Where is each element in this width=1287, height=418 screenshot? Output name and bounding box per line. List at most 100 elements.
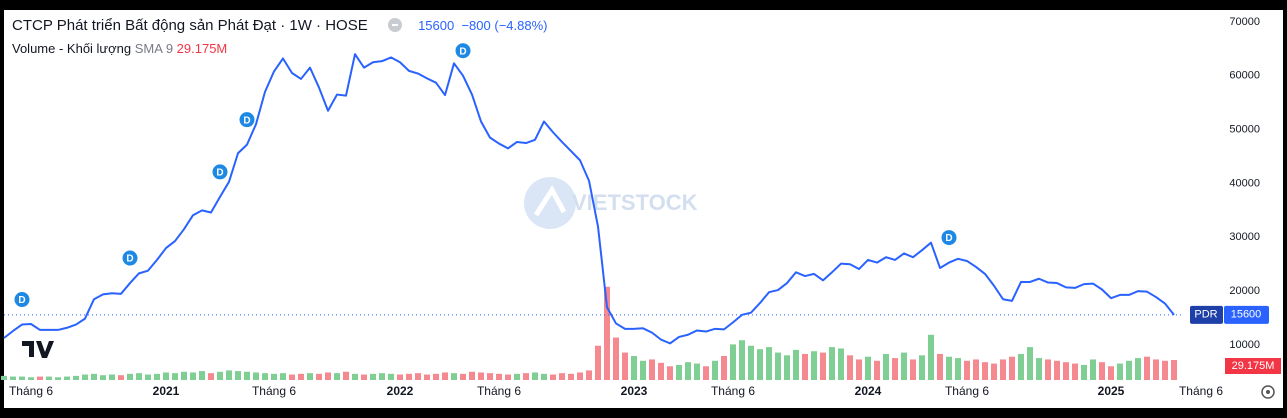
volume-bar	[37, 376, 43, 380]
background	[4, 10, 1283, 408]
volume-bar	[586, 370, 592, 380]
volume-bar	[64, 376, 70, 380]
volume-bar	[946, 356, 952, 380]
volume-bar	[910, 359, 916, 380]
volume-bar	[82, 374, 88, 380]
volume-bar	[865, 356, 871, 380]
y-tick-label: 20000	[1229, 285, 1260, 297]
y-tick-label: 30000	[1229, 231, 1260, 243]
volume-bar	[298, 373, 304, 380]
volume-bar	[793, 349, 799, 380]
hide-button[interactable]	[387, 18, 402, 32]
volume-bar	[712, 360, 718, 380]
volume-bar	[730, 344, 736, 380]
volume-bar	[307, 373, 313, 380]
volume-bar	[838, 348, 844, 380]
x-tick-label: 2022	[387, 384, 414, 398]
header-line-1: CTCP Phát triển Bất động sản Phát Đạt · …	[12, 17, 548, 34]
dividend-marker-label: D	[18, 295, 25, 306]
dividend-marker-label: D	[243, 115, 250, 126]
x-tick-label: 2024	[855, 384, 882, 398]
volume-last: 29.175M	[176, 41, 228, 56]
x-tick-label: Tháng 6	[945, 384, 989, 398]
volume-badge	[1225, 358, 1281, 374]
volume-bar	[739, 340, 745, 380]
dividend-marker	[211, 163, 229, 181]
volume-bar	[451, 373, 457, 380]
x-tick-label: Tháng 6	[477, 384, 521, 398]
volume-bar	[424, 374, 430, 380]
dividend-marker-label: D	[216, 168, 223, 179]
volume-bar	[316, 373, 322, 380]
volume-bar	[640, 360, 646, 380]
price-badge-label: 15600	[1231, 309, 1262, 321]
volume-bar	[235, 371, 241, 380]
price-change-pct: (−4.88%)	[494, 18, 548, 33]
volume-bar	[847, 355, 853, 380]
settings-icon[interactable]	[1261, 385, 1275, 399]
volume-bar	[487, 373, 493, 380]
tv-logo-shape	[22, 341, 54, 358]
volume-bar	[1126, 360, 1132, 380]
chart-title: CTCP Phát triển Bất động sản Phát Đạt · …	[12, 17, 368, 34]
volume-bar	[1081, 364, 1087, 380]
y-tick-label: 50000	[1229, 123, 1260, 135]
volume-bar	[460, 373, 466, 380]
volume-bar	[280, 373, 286, 380]
volume-bar	[604, 286, 610, 380]
volume-bar	[766, 347, 772, 380]
volume-bar	[334, 373, 340, 380]
volume-bar	[415, 373, 421, 380]
volume-bar	[55, 377, 61, 380]
gear-center[interactable]	[1266, 390, 1270, 394]
volume-bar	[685, 362, 691, 380]
volume-indicator: SMA 9	[134, 41, 174, 56]
volume-bar	[91, 373, 97, 380]
volume-bar	[433, 373, 439, 380]
volume-bar	[550, 374, 556, 380]
volume-bar	[820, 352, 826, 380]
volume-bar	[1009, 356, 1015, 380]
x-tick-label: 2025	[1098, 384, 1125, 398]
volume-bar	[523, 373, 529, 380]
volume-bar	[226, 370, 232, 380]
volume-bar	[352, 373, 358, 380]
volume-bar	[658, 362, 664, 380]
volume-bar	[694, 363, 700, 380]
volume-bar	[1036, 358, 1042, 380]
volume-bar	[631, 356, 637, 380]
volume-bar	[325, 372, 331, 380]
volume-bar	[703, 366, 709, 380]
watermark-logo-arrow	[533, 185, 567, 217]
dividend-marker	[940, 229, 958, 247]
volume-bar	[964, 360, 970, 380]
volume-bar	[181, 371, 187, 380]
volume-bar	[73, 375, 79, 380]
volume-bar	[901, 352, 907, 380]
volume-bar	[676, 364, 682, 380]
volume-bar	[217, 371, 223, 380]
volume-bar	[118, 375, 124, 380]
volume-bar	[1, 375, 7, 380]
volume-bar	[1072, 363, 1078, 380]
price-line	[3, 53, 1175, 345]
volume-bar	[10, 376, 16, 380]
volume-bar	[1171, 360, 1177, 380]
volume-bar	[784, 355, 790, 380]
x-tick-label: Tháng 6	[1179, 384, 1223, 398]
volume-bar	[271, 373, 277, 380]
volume-bar	[973, 359, 979, 380]
volume-bar	[955, 358, 961, 380]
symbol-label: PDR	[1194, 309, 1217, 321]
x-tick-label: 2023	[621, 384, 648, 398]
volume-bar	[379, 373, 385, 380]
volume-bar	[613, 337, 619, 380]
gear[interactable]	[1261, 385, 1275, 399]
dividend-marker-label: D	[945, 233, 952, 244]
volume-bar	[244, 371, 250, 380]
volume-bar	[919, 355, 925, 380]
volume-bar	[478, 372, 484, 380]
volume-bar	[1108, 366, 1114, 380]
volume-bar	[1000, 359, 1006, 380]
